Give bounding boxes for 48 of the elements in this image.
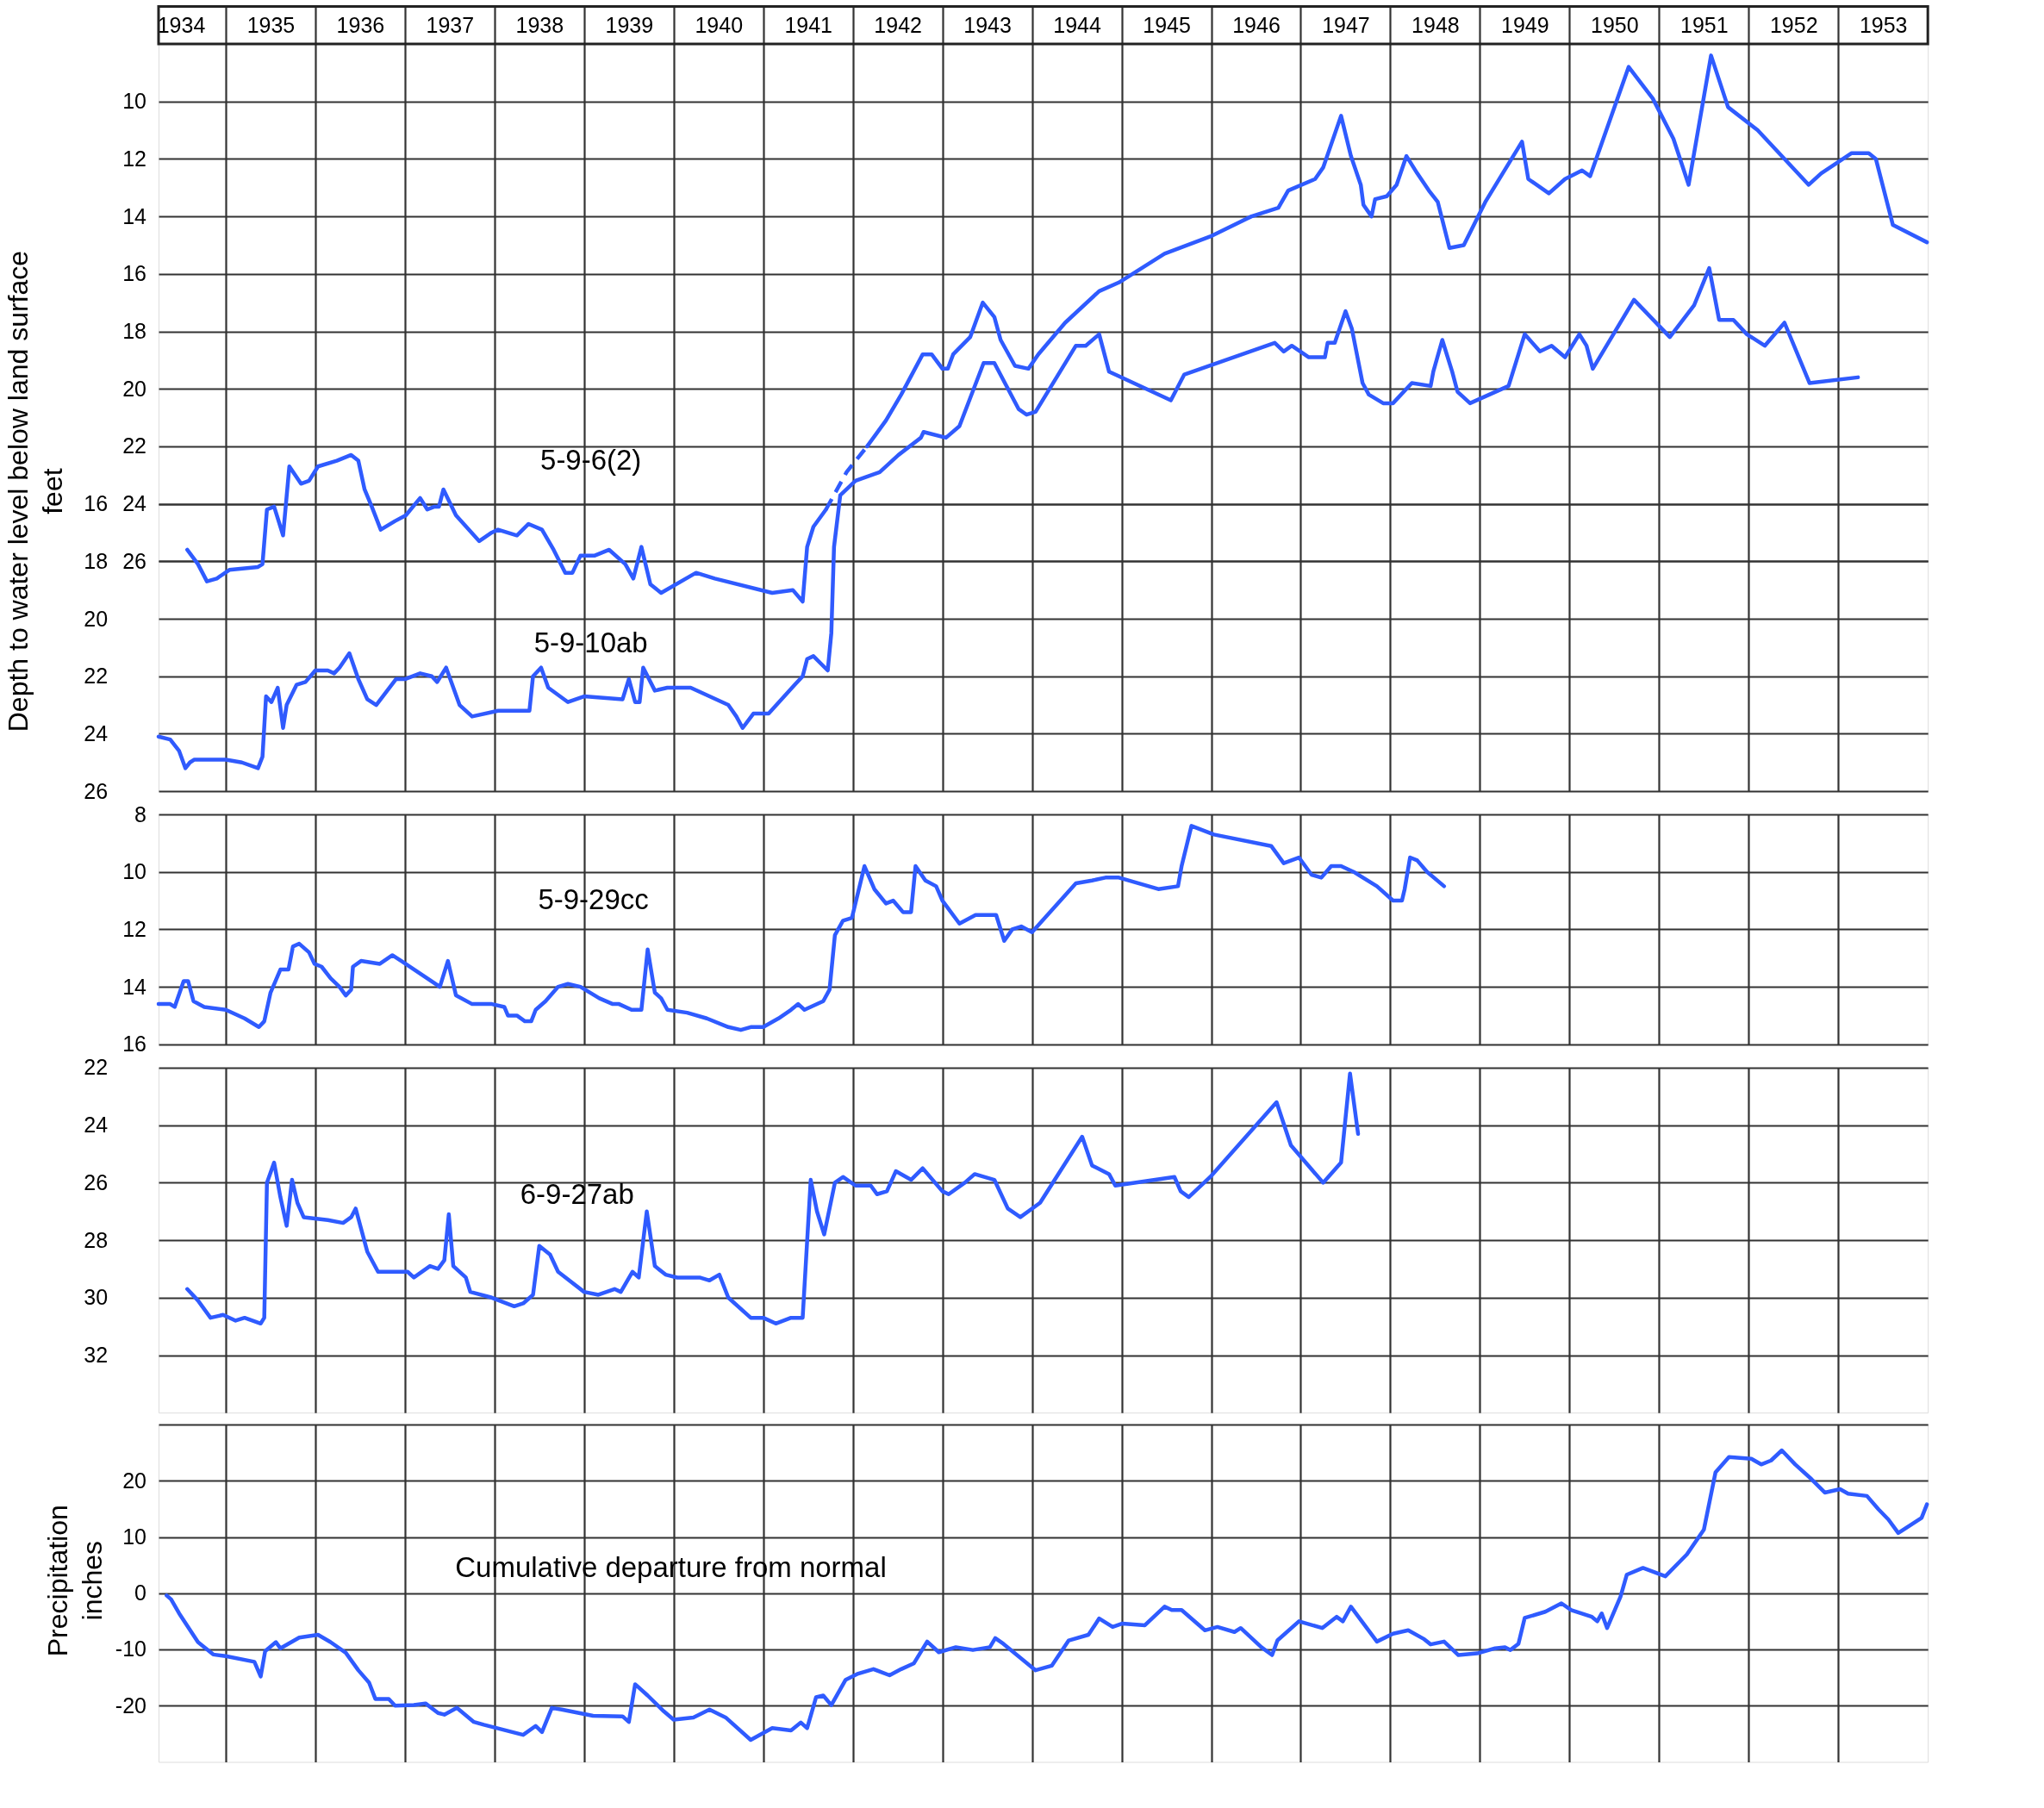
y-tick-label: 16 bbox=[84, 491, 109, 516]
y-tick-label: 28 bbox=[84, 1227, 109, 1252]
y-axis-title: Precipitation inches bbox=[42, 1505, 108, 1657]
x-tick-label: 1937 bbox=[426, 12, 475, 37]
y-tick-label: 26 bbox=[84, 1169, 109, 1194]
x-tick-label: 1935 bbox=[246, 12, 296, 37]
line-series bbox=[185, 1071, 1361, 1326]
y-tick-label: 32 bbox=[84, 1343, 109, 1367]
x-tick-label: 1936 bbox=[336, 12, 385, 37]
x-tick-label: 1940 bbox=[695, 12, 744, 37]
line-series bbox=[156, 824, 1447, 1032]
x-tick-label: 1947 bbox=[1322, 12, 1370, 37]
y-tick-label: 16 bbox=[122, 1032, 146, 1057]
x-tick-label: 1951 bbox=[1679, 12, 1729, 37]
y-tick-label: 30 bbox=[84, 1285, 109, 1310]
y-tick-label: 18 bbox=[84, 548, 109, 573]
line-series bbox=[156, 265, 1860, 770]
x-tick-label: 1945 bbox=[1143, 12, 1191, 37]
x-tick-label: 1939 bbox=[605, 12, 654, 37]
y-tick-label: 20 bbox=[84, 606, 109, 631]
y-tick-label: 22 bbox=[84, 664, 109, 689]
x-tick-label: 1942 bbox=[874, 12, 922, 37]
line-series bbox=[165, 1448, 1929, 1743]
y-tick-label: 10 bbox=[122, 859, 146, 884]
x-tick-label: 1948 bbox=[1411, 12, 1460, 37]
x-tick-label: 1944 bbox=[1053, 12, 1101, 37]
y-tick-label: 22 bbox=[84, 1055, 109, 1080]
x-tick-label: 1934 bbox=[157, 12, 206, 37]
y-tick-label: -10 bbox=[115, 1637, 146, 1661]
y-tick-label: 14 bbox=[122, 974, 147, 999]
x-tick-label: 1949 bbox=[1501, 12, 1549, 37]
y-tick-label: 8 bbox=[134, 801, 146, 826]
y-tick-label: 20 bbox=[122, 1468, 146, 1493]
y-tick-label: 26 bbox=[84, 778, 109, 803]
y-axis-title: Depth to water level below land surface feet bbox=[2, 250, 68, 733]
x-tick-label: 1953 bbox=[1859, 12, 1908, 37]
y-tick-label: 24 bbox=[84, 720, 109, 745]
x-tick-label: 1941 bbox=[784, 12, 832, 37]
y-tick-label: 10 bbox=[122, 1524, 146, 1549]
x-tick-label: 1950 bbox=[1591, 12, 1639, 37]
x-tick-label: 1938 bbox=[515, 12, 564, 37]
x-tick-label: 1943 bbox=[963, 12, 1012, 37]
y-tick-label: 24 bbox=[84, 1113, 109, 1138]
x-tick-label: 1946 bbox=[1232, 12, 1281, 37]
x-tick-label: 1952 bbox=[1769, 12, 1818, 37]
y-tick-label: 0 bbox=[134, 1580, 146, 1605]
y-tick-label: 12 bbox=[122, 916, 146, 941]
y-tick-label: -20 bbox=[115, 1693, 146, 1718]
